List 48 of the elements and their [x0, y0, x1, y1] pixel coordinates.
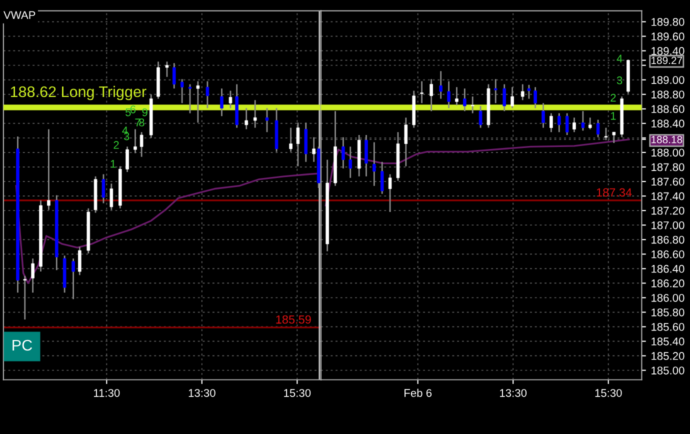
y-tick-label: 187.00 [652, 221, 684, 230]
y-tick-label: 189.60 [652, 32, 684, 40]
y-tick-label: 188.80 [652, 90, 684, 98]
x-tick-label: 11:30 [94, 389, 120, 397]
y-tick-label: 186.60 [652, 250, 684, 258]
y-tick-label: 188.00 [652, 148, 684, 157]
y-tick-label: 186.20 [652, 279, 684, 288]
y-tick-label: 189.27 [652, 56, 682, 64]
y-tick-label: 185.60 [652, 323, 684, 331]
ref-line-label: 185.59 [276, 315, 311, 324]
y-tick-label: 186.40 [652, 264, 684, 273]
x-tick-label: 15:30 [595, 389, 622, 397]
annotation: 9 [142, 108, 148, 116]
y-tick-label: 186.80 [652, 236, 684, 244]
annotation: 4 [616, 54, 622, 62]
annotation: 8 [139, 118, 144, 126]
y-tick-label: 185.80 [652, 308, 684, 316]
annotation: 5 [126, 108, 131, 116]
annotation: PC [12, 340, 32, 351]
ref-line-label: 187.34 [596, 188, 632, 197]
x-tick-label: 13:30 [188, 389, 216, 397]
annotation: 3 [124, 132, 130, 140]
x-tick-label: 15:30 [284, 389, 311, 397]
chart-title: VWAP [4, 11, 36, 19]
y-tick-label: 189.00 [652, 76, 684, 84]
annotation: 1 [110, 160, 116, 168]
y-tick-label: 188.60 [652, 105, 684, 114]
y-tick-label: 187.80 [652, 163, 684, 172]
x-tick-label: 13:30 [500, 389, 527, 397]
y-tick-label: 186.00 [652, 294, 684, 302]
y-tick-label: 187.20 [652, 206, 684, 215]
y-tick-label: 189.40 [652, 47, 684, 55]
y-tick-label: 185.40 [652, 338, 684, 346]
annotation: 2 [610, 94, 616, 102]
y-tick-label: 187.60 [652, 178, 684, 186]
annotation: 1 [610, 112, 616, 120]
y-tick-label: 185.20 [652, 352, 684, 360]
ref-line-label: 188.62 Long Trigger [10, 86, 146, 100]
annotation: 4 [122, 126, 128, 134]
x-tick-label: Feb 6 [404, 388, 432, 397]
y-tick-label: 185.00 [652, 366, 684, 374]
y-tick-label: 187.40 [652, 192, 684, 200]
annotation: 7 [135, 118, 140, 126]
annotation: 3 [616, 76, 622, 84]
annotation: 2 [114, 141, 119, 149]
y-tick-label: 188.40 [652, 120, 684, 128]
y-tick-label: 188.18 [652, 136, 682, 144]
y-tick-label: 189.80 [652, 18, 684, 26]
